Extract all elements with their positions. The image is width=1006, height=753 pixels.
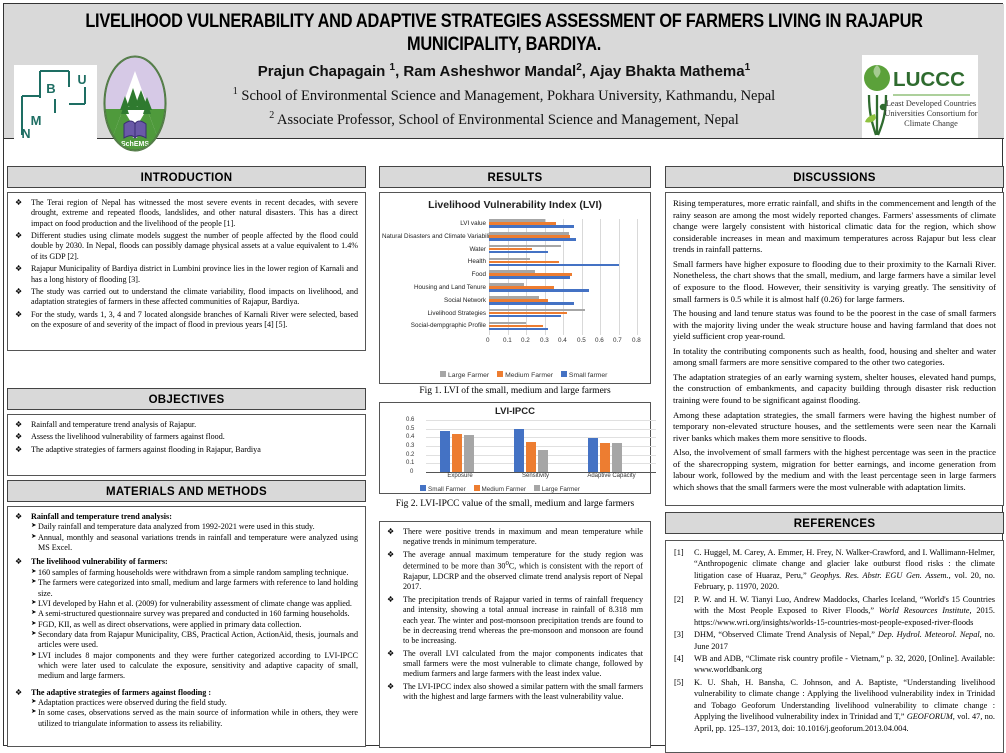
svg-text:N: N — [21, 127, 30, 140]
svg-text:M: M — [31, 113, 42, 128]
svg-text:Climate Change: Climate Change — [904, 119, 958, 128]
svg-text:Universities Consortium for: Universities Consortium for — [884, 109, 977, 118]
svg-text:B: B — [46, 81, 55, 96]
svg-text:Least Developed Countries: Least Developed Countries — [886, 99, 976, 108]
svg-text:U: U — [77, 73, 86, 87]
svg-text:LUCCC: LUCCC — [893, 69, 965, 91]
